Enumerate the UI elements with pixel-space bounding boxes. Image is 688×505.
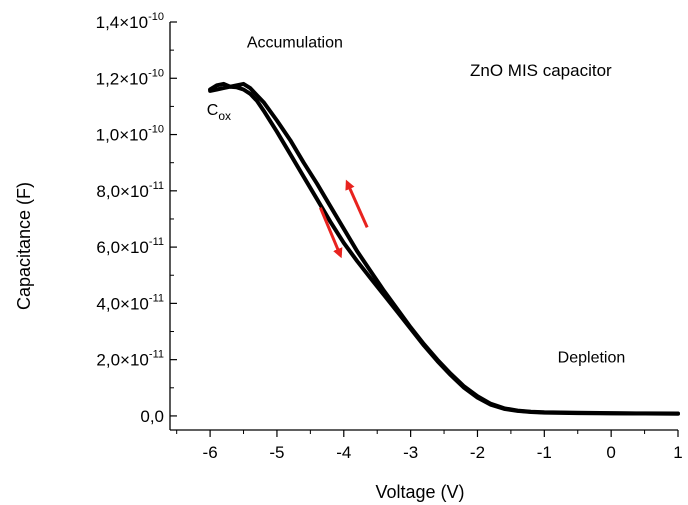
y-tick-label: 1,0×10-10	[96, 124, 164, 145]
x-tick-label: -2	[470, 443, 485, 462]
x-tick-label: -5	[269, 443, 284, 462]
x-axis-title: Voltage (V)	[375, 482, 464, 502]
annotation-depletion: Depletion	[558, 349, 626, 366]
y-tick-label: 0,0	[140, 407, 164, 426]
x-tick-label: -1	[537, 443, 552, 462]
cox-label: Cox	[207, 102, 231, 123]
x-tick-label: 1	[673, 443, 682, 462]
annotation-accumulation: Accumulation	[247, 34, 343, 51]
y-tick-label: 4,0×10-11	[96, 292, 164, 313]
y-tick-label: 2,0×10-11	[96, 349, 164, 370]
sweep-arrow-1	[319, 207, 343, 259]
x-tick-label: -3	[403, 443, 418, 462]
y-tick-label: 1,2×10-10	[96, 67, 164, 88]
y-tick-label: 8,0×10-11	[96, 180, 164, 201]
arrow-layer	[319, 179, 369, 259]
plot-frame	[169, 22, 678, 431]
x-tick-label: 0	[606, 443, 615, 462]
y-tick-label: 1,4×10-10	[96, 11, 164, 32]
x-axis-ticks: -6 -5 -4 -3 -2 -1 0 1	[176, 430, 683, 462]
chart-title: ZnO MIS capacitor	[470, 61, 612, 80]
y-axis-ticks: 0,0 2,0×10-11 4,0×10-11 6,0×10-11 8,0×10-11 1…	[96, 11, 177, 426]
sweep-arrow-2	[345, 179, 369, 229]
y-tick-label: 6,0×10-11	[96, 236, 164, 257]
series-line-2	[208, 81, 680, 416]
annotation-layer: Accumulation Depletion Cox	[207, 34, 626, 366]
y-axis-title: Capacitance (F)	[14, 182, 34, 310]
x-tick-label: -4	[336, 443, 351, 462]
x-tick-label: -6	[203, 443, 218, 462]
series-layer	[208, 81, 680, 416]
